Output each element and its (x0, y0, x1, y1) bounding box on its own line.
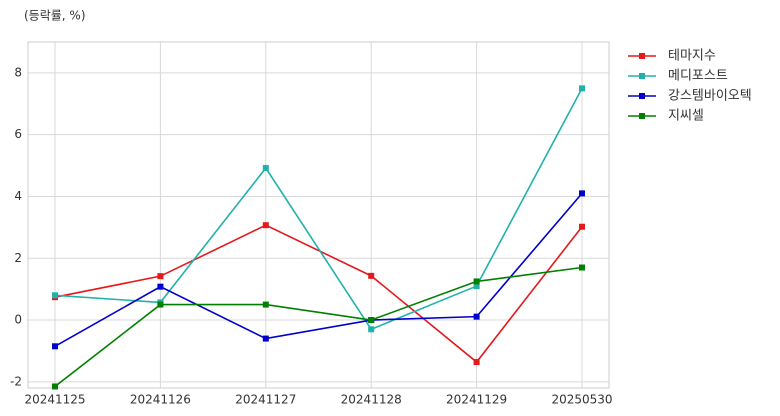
marker (368, 272, 375, 279)
legend-marker (639, 113, 645, 119)
marker (368, 326, 375, 333)
marker (473, 359, 480, 366)
y-tick-label: 8 (14, 65, 22, 79)
x-tick-label: 20241125 (24, 393, 85, 407)
marker (262, 335, 269, 342)
marker (473, 278, 480, 285)
y-tick-label: 0 (14, 313, 22, 327)
legend-label: 메디포스트 (668, 69, 728, 84)
marker (157, 283, 164, 290)
marker (579, 223, 585, 230)
marker (473, 313, 480, 320)
line (54, 87, 583, 331)
marker (52, 343, 58, 350)
y-tick-label: 6 (14, 127, 22, 141)
marker (262, 301, 269, 308)
y-tick-label: 2 (14, 251, 22, 265)
legend-marker (639, 93, 645, 99)
line (54, 224, 583, 364)
plot-frame (27, 41, 610, 389)
marker (52, 292, 58, 299)
y-tick-label: -2 (10, 374, 22, 388)
x-tick-label: 20241126 (130, 393, 191, 407)
x-tick-label: 20241129 (446, 393, 507, 407)
legend-marker (639, 73, 645, 79)
marker (579, 85, 585, 92)
marker (473, 283, 480, 290)
marker (579, 190, 585, 197)
x-tick-label: 20241128 (341, 393, 402, 407)
legend-label: 지씨셀 (668, 109, 704, 124)
legend-marker (639, 53, 645, 59)
marker (157, 273, 164, 280)
marker (52, 383, 58, 390)
x-tick-label: 20250530 (551, 393, 612, 407)
line (54, 266, 583, 388)
y-tick-label: 4 (14, 189, 22, 203)
marker (262, 222, 269, 229)
x-tick-label: 20241127 (235, 393, 296, 407)
chart-subtitle: (등락률, %) (24, 9, 86, 23)
marker (262, 165, 269, 172)
legend-label: 테마지수 (668, 49, 716, 64)
marker (368, 317, 375, 324)
marker (579, 264, 585, 271)
line (54, 192, 583, 347)
legend-label: 강스템바이오텍 (668, 89, 752, 104)
marker (157, 301, 164, 308)
